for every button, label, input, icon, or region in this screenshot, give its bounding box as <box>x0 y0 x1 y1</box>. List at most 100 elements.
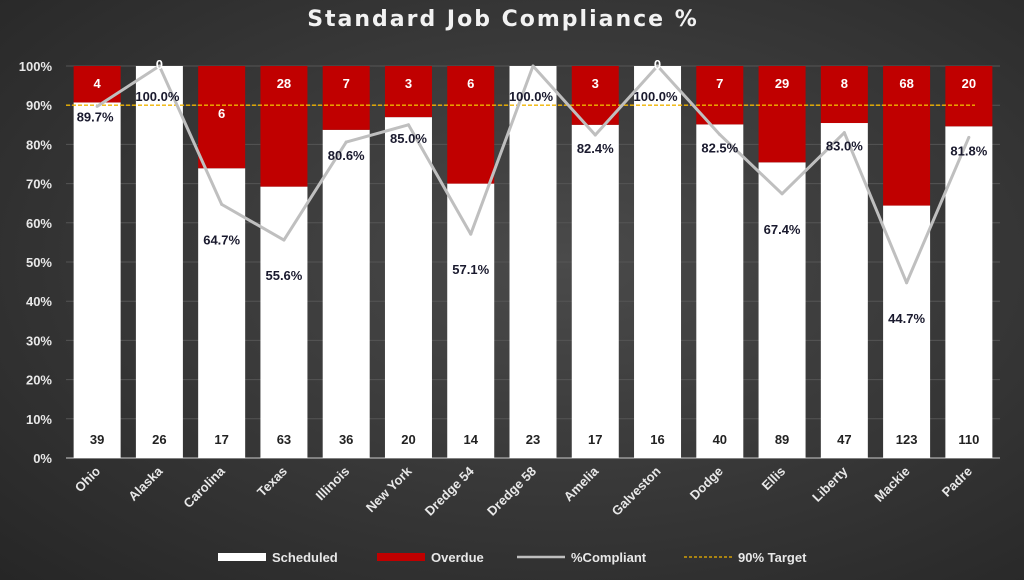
overdue-label: 29 <box>775 76 789 91</box>
chart-title: Standard Job Compliance % <box>307 7 699 32</box>
overdue-label: 28 <box>277 76 291 91</box>
y-axis: 0% 10% 20% 30% 40% 50% 60% 70% 80% 90% 100% <box>19 59 53 466</box>
x-tick-label: Mackie <box>871 464 912 505</box>
bar-overdue <box>260 66 308 187</box>
bar-scheduled <box>509 66 557 458</box>
overdue-label: 3 <box>592 76 599 91</box>
compliance-point <box>593 133 597 137</box>
y-tick-label: 80% <box>26 137 52 152</box>
y-tick-label: 50% <box>26 255 52 270</box>
compliance-point <box>780 192 784 196</box>
overdue-label: 20 <box>962 76 976 91</box>
scheduled-label: 110 <box>958 432 979 447</box>
compliance-point <box>282 238 286 242</box>
bar-scheduled <box>758 162 806 458</box>
scheduled-label: 16 <box>650 432 664 447</box>
scheduled-label: 47 <box>837 432 851 447</box>
bar-scheduled <box>696 124 744 458</box>
bar-overdue <box>322 66 370 130</box>
y-tick-label: 40% <box>26 294 52 309</box>
y-tick-label: 90% <box>26 98 52 113</box>
x-tick-label: Amelia <box>561 463 602 504</box>
bar-scheduled <box>634 66 682 458</box>
bar-scheduled <box>322 129 370 458</box>
overdue-label: 0 <box>156 57 163 72</box>
y-tick-label: 10% <box>26 412 52 427</box>
bars <box>73 66 993 459</box>
overdue-label: 0 <box>654 57 661 72</box>
bar-overdue <box>883 66 931 206</box>
overdue-label: 8 <box>841 76 848 91</box>
scheduled-label: 20 <box>401 432 415 447</box>
bar-scheduled <box>945 126 993 459</box>
compliance-point <box>718 133 722 137</box>
compliance-point <box>842 131 846 135</box>
compliance-point <box>656 64 660 68</box>
compliance-label: 83.0% <box>826 139 863 154</box>
bar-scheduled <box>571 124 619 459</box>
overdue-label: 4 <box>94 76 102 91</box>
bar-scheduled <box>135 66 183 458</box>
scheduled-label: 17 <box>214 432 228 447</box>
overdue-label: 3 <box>405 76 412 91</box>
bar-scheduled <box>820 123 868 458</box>
compliance-point <box>905 281 909 285</box>
compliance-label: 100.0% <box>509 89 554 104</box>
overdue-label: 6 <box>467 76 474 91</box>
compliance-label: 85.0% <box>390 131 427 146</box>
compliance-point <box>967 135 971 139</box>
legend-label: Overdue <box>431 550 484 565</box>
bar-overdue <box>758 66 806 163</box>
bar-overdue <box>696 66 744 125</box>
x-axis: Ohio Alaska Carolina Texas Illinois New York D… <box>72 463 975 519</box>
compliance-label: 82.4% <box>577 141 614 156</box>
bar-overdue <box>384 66 432 118</box>
compliance-label: 67.4% <box>764 222 801 237</box>
bar-overdue <box>820 66 868 124</box>
bar-overdue <box>571 66 619 125</box>
legend-label: Scheduled <box>272 550 338 565</box>
x-tick-label: Dredge 54 <box>422 463 478 519</box>
scheduled-label: 89 <box>775 432 789 447</box>
compliance-label: 80.6% <box>328 148 365 163</box>
scheduled-label: 123 <box>896 432 918 447</box>
bar-overdue <box>198 66 246 169</box>
compliance-label: 100.0% <box>633 89 678 104</box>
legend-label: %Compliant <box>571 550 647 565</box>
compliance-point <box>531 64 535 68</box>
legend-label: 90% Target <box>738 550 807 565</box>
bar-scheduled <box>73 102 121 458</box>
bar-scheduled <box>447 183 495 458</box>
legend-swatch-scheduled <box>218 553 266 561</box>
scheduled-label: 17 <box>588 432 602 447</box>
compliance-point <box>95 104 99 108</box>
y-tick-label: 20% <box>26 373 52 388</box>
x-tick-label: New York <box>363 463 415 515</box>
x-tick-label: Galveston <box>609 463 664 518</box>
overdue-label: 68 <box>899 76 913 91</box>
y-tick-label: 100% <box>19 59 53 74</box>
legend-swatch-overdue <box>377 553 425 561</box>
x-tick-label: Padre <box>939 464 975 500</box>
compliance-label: 64.7% <box>203 232 240 247</box>
y-tick-label: 0% <box>33 451 52 466</box>
bar-overdue <box>945 66 993 127</box>
bar-scheduled <box>384 117 432 458</box>
compliance-point <box>406 123 410 127</box>
x-tick-label: Ohio <box>72 463 104 495</box>
compliance-label: 82.5% <box>701 141 738 156</box>
overdue-label: 7 <box>343 76 350 91</box>
compliance-label: 57.1% <box>452 262 489 277</box>
x-tick-label: Dodge <box>687 464 726 503</box>
compliance-point <box>469 232 473 236</box>
x-tick-label: Alaska <box>125 463 166 504</box>
scheduled-label: 26 <box>152 432 166 447</box>
compliance-label: 55.6% <box>265 268 302 283</box>
overdue-label: 7 <box>716 76 723 91</box>
x-tick-label: Liberty <box>809 463 851 505</box>
x-tick-label: Ellis <box>759 464 789 494</box>
compliance-point <box>157 64 161 68</box>
data-labels: 39 4 26 0 17 6 63 28 36 7 20 3 14 6 23 17 3 16 0 40 7 89 29 47 8… <box>77 57 988 447</box>
x-tick-label: Carolina <box>180 463 228 511</box>
